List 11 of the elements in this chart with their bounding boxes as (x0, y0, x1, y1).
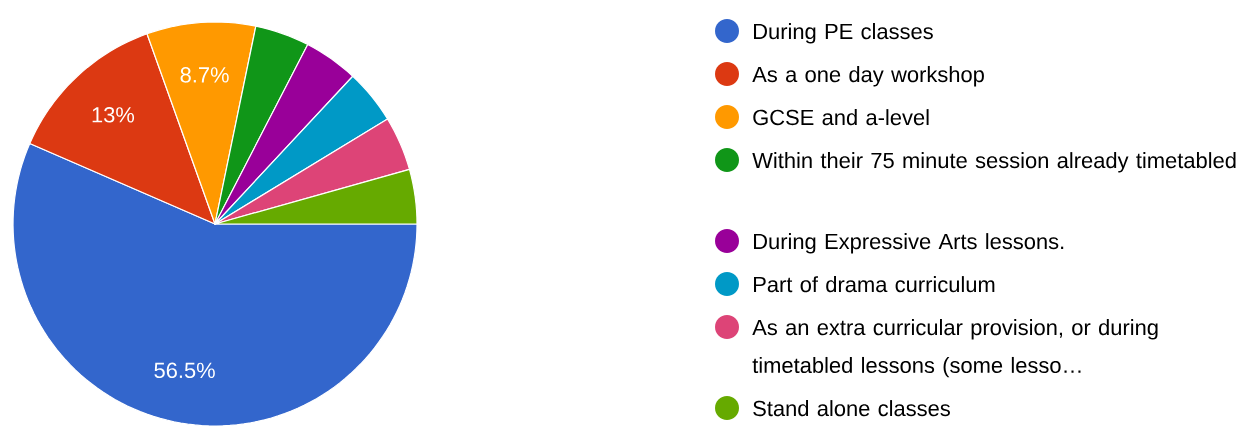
data-label: 56.5% (154, 362, 215, 379)
legend-label: As an extra curricular provision, or during timetabled lessons (some lesso… (752, 319, 1158, 378)
legend-label: GCSE and a-level (753, 109, 929, 126)
legend-label: Within their 75 minute session already timetabled (752, 152, 1236, 173)
data-label: 8.7% (180, 67, 229, 83)
legend-label: During Expressive Arts lessons. (754, 233, 1064, 254)
legend-label: During PE classes (754, 23, 933, 44)
legend-label: Stand alone classes (753, 400, 950, 417)
legend-label: Part of drama curriculum (754, 276, 995, 293)
legend-label: As a one day workshop (752, 66, 984, 87)
data-label: 13% (92, 107, 135, 123)
